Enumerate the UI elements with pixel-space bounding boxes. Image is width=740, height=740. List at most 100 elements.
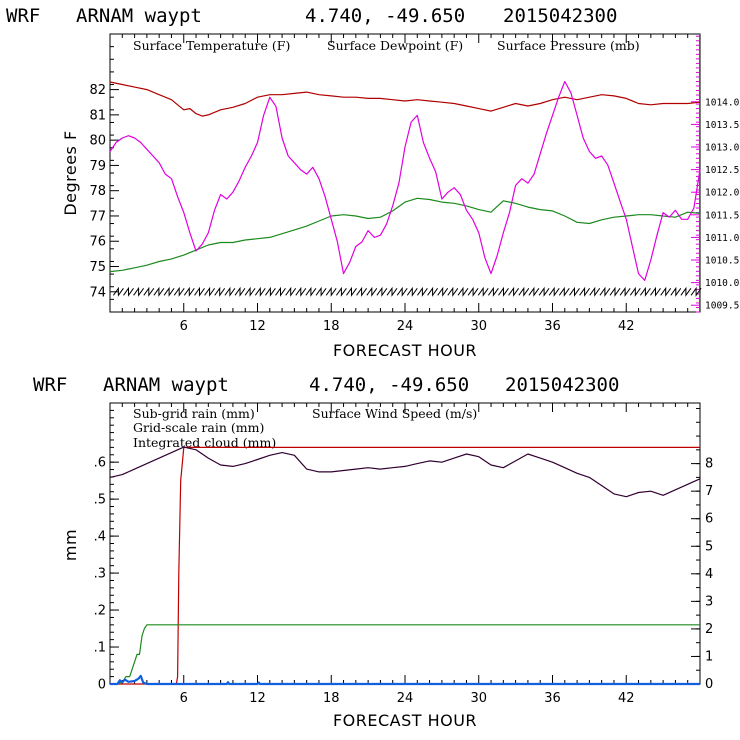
y-tick-label: .5 (94, 493, 106, 508)
bottom-y-axis-label: mm (61, 529, 80, 561)
top-header-model: WRF (6, 5, 40, 27)
wind-barb (477, 286, 489, 297)
wind-barb (305, 286, 317, 297)
right-y-tick-label: 1010.5 (705, 256, 739, 267)
wind-barb (437, 286, 449, 297)
wind-barb (690, 286, 702, 297)
x-tick-label: 36 (544, 319, 561, 334)
top-header-coords: 4.740, -49.650 (305, 5, 465, 27)
top-right-y-ticks: 1009.5 1010.0 1010.5 1011.0 1011.5 1012.0 1012… (691, 35, 740, 313)
y-tick-label: 74 (89, 285, 106, 300)
x-tick-label: 12 (249, 691, 266, 706)
y-tick-label: .1 (94, 641, 106, 656)
top-panel: WRF ARNAM waypt 4.740, -49.650 201504230… (6, 5, 740, 360)
top-y-axis-label: Degrees F (61, 130, 80, 215)
wind-barb (670, 286, 682, 297)
legend-subgrid-rain: Sub-grid rain (mm) (133, 406, 255, 421)
wind-barb (183, 286, 195, 297)
wind-barb (143, 286, 155, 297)
right-y-tick-label: 1014.0 (705, 97, 740, 108)
right-y-tick-label: 4 (705, 567, 713, 582)
wind-barb (660, 286, 672, 297)
right-y-tick-label: 0 (705, 677, 713, 692)
x-tick-label: 42 (618, 691, 635, 706)
wind-barb (528, 286, 540, 297)
y-tick-label: .6 (94, 456, 106, 471)
wind-barb (558, 286, 570, 297)
wind-barb (457, 286, 469, 297)
y-tick-label: 75 (89, 260, 106, 275)
series-sub-grid-rain-mm (110, 446, 700, 685)
y-tick-label: 78 (89, 184, 106, 199)
wind-barb (275, 286, 286, 297)
wind-barb (123, 286, 134, 297)
top-header-date: 2015042300 (503, 5, 617, 27)
top-x-ticks: 6 12 18 24 30 36 42 (121, 34, 689, 334)
legend-surface-temperature: Surface Temperature (F) (133, 38, 290, 53)
bottom-header-coords: 4.740, -49.650 (309, 374, 469, 396)
wind-barbs-row (112, 286, 702, 297)
right-y-tick-label: 2 (705, 622, 713, 637)
x-tick-label: 24 (397, 319, 414, 334)
wind-barb (599, 286, 611, 297)
y-tick-label: 77 (89, 209, 106, 224)
wind-barb (579, 286, 591, 297)
top-x-axis-label: FORECAST HOUR (333, 341, 477, 360)
wind-barb (335, 286, 347, 297)
right-y-tick-label: 8 (705, 457, 713, 472)
wind-barb (609, 286, 621, 297)
wind-barb (619, 286, 631, 297)
wind-barb (163, 286, 175, 297)
y-tick-label: .2 (94, 604, 106, 619)
x-tick-label: 36 (544, 691, 561, 706)
right-y-tick-label: 1012.0 (705, 188, 740, 199)
right-y-tick-label: 5 (705, 539, 713, 554)
right-y-tick-label: 1011.0 (705, 233, 740, 244)
right-y-tick-label: 1013.0 (705, 143, 740, 154)
wind-barb (548, 286, 560, 297)
wind-barb (538, 286, 550, 297)
wind-barb (285, 286, 297, 297)
top-header-location: ARNAM waypt (76, 5, 202, 27)
top-series-lines (109, 80, 701, 281)
right-y-tick-label: 3 (705, 594, 713, 609)
x-tick-label: 12 (249, 319, 266, 334)
wind-barb (254, 286, 266, 297)
bottom-series-lines (109, 446, 701, 686)
wind-barb (406, 286, 418, 297)
series-surface-pressure-mb (109, 80, 701, 281)
wind-barb (133, 286, 145, 297)
wind-barb (325, 286, 337, 297)
bottom-x-axis-label: FORECAST HOUR (333, 711, 477, 730)
wind-barb (244, 286, 256, 297)
wind-barb (295, 286, 307, 297)
wind-barb (376, 286, 388, 297)
y-tick-label: 0 (98, 678, 106, 693)
top-y-ticks: 74 75 76 77 78 79 80 81 82 (89, 33, 119, 313)
y-tick-label: 82 (89, 83, 106, 98)
wind-barb (650, 286, 661, 297)
x-tick-label: 30 (470, 319, 487, 334)
wind-barb (416, 286, 428, 297)
wind-barb (214, 286, 226, 297)
bottom-panel: WRF ARNAM waypt 4.740, -49.650 201504230… (33, 374, 713, 730)
legend-surface-wind-speed: Surface Wind Speed (m/s) (312, 406, 477, 421)
wind-barb (467, 286, 479, 297)
bottom-header-date: 2015042300 (505, 374, 619, 396)
wind-barb (234, 286, 246, 297)
wind-barb (518, 286, 530, 297)
wind-barb (639, 286, 651, 297)
wind-barb (315, 286, 327, 297)
bottom-y-ticks: 0 .1 .2 .3 .4 .5 .6 (94, 409, 119, 693)
wind-barb (224, 286, 236, 297)
wind-barb (447, 286, 459, 297)
wind-barb (629, 286, 641, 297)
right-y-tick-label: 6 (705, 512, 713, 527)
wind-barb (680, 286, 692, 297)
wind-barb (346, 286, 357, 297)
bottom-right-y-ticks: 0 1 2 3 4 5 6 7 8 (691, 408, 713, 692)
right-y-tick-label: 1009.5 (705, 301, 739, 312)
x-tick-label: 24 (397, 691, 414, 706)
bottom-header-location: ARNAM waypt (103, 374, 229, 396)
